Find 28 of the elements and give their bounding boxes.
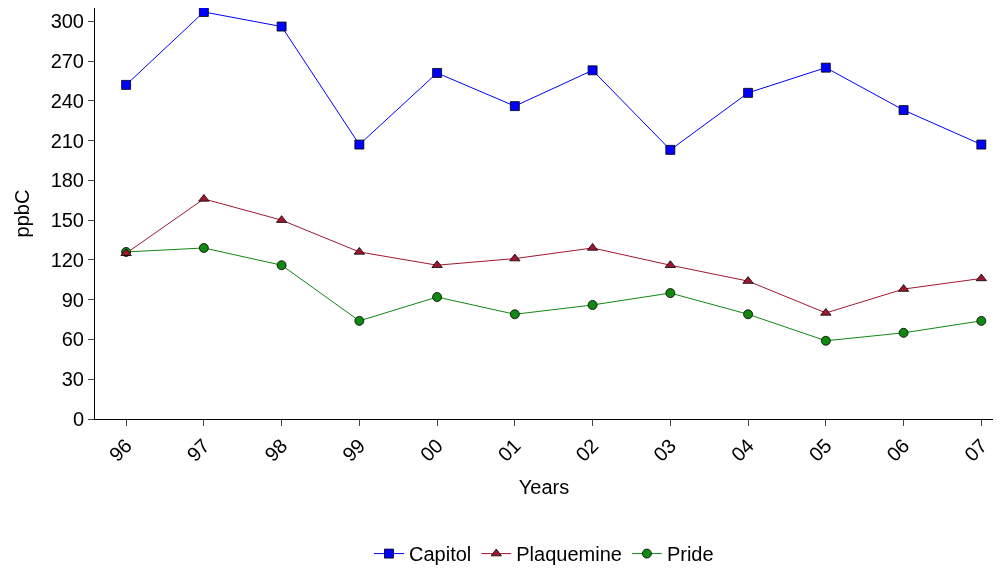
x-tick-label: 02 bbox=[571, 434, 603, 466]
legend-label: Capitol bbox=[409, 543, 472, 566]
legend-label: Plaquemine bbox=[516, 543, 622, 566]
y-tick-label: 210 bbox=[50, 129, 84, 152]
y-tick-label: 90 bbox=[61, 288, 84, 311]
y-tick-label: 240 bbox=[50, 89, 84, 112]
y-tick-label: 30 bbox=[61, 368, 84, 391]
x-tick-label: 00 bbox=[415, 434, 447, 466]
y-tick-label: 60 bbox=[61, 328, 84, 351]
x-tick-label: 05 bbox=[804, 434, 836, 466]
x-tick-label: 98 bbox=[260, 434, 292, 466]
x-tick-label: 03 bbox=[648, 434, 681, 466]
y-tick-label: 120 bbox=[50, 248, 84, 271]
x-axis-title: Years bbox=[518, 476, 570, 499]
x-tick-label: 04 bbox=[726, 434, 758, 466]
x-tick-label: 96 bbox=[104, 434, 136, 466]
y-axis-title: ppbC bbox=[11, 189, 34, 238]
y-tick-label: 300 bbox=[50, 10, 84, 33]
x-tick-label: 97 bbox=[182, 434, 214, 466]
y-tick-label: 270 bbox=[50, 50, 84, 73]
legend-label: Pride bbox=[666, 543, 714, 566]
x-tick-label: 07 bbox=[959, 434, 992, 466]
y-tick-label: 0 bbox=[72, 408, 84, 430]
y-tick-label: 180 bbox=[50, 169, 84, 192]
y-tick-label: 150 bbox=[50, 209, 84, 232]
x-tick-label: 01 bbox=[493, 434, 525, 466]
x-tick-label: 99 bbox=[337, 434, 370, 466]
x-tick-label: 06 bbox=[882, 434, 914, 466]
